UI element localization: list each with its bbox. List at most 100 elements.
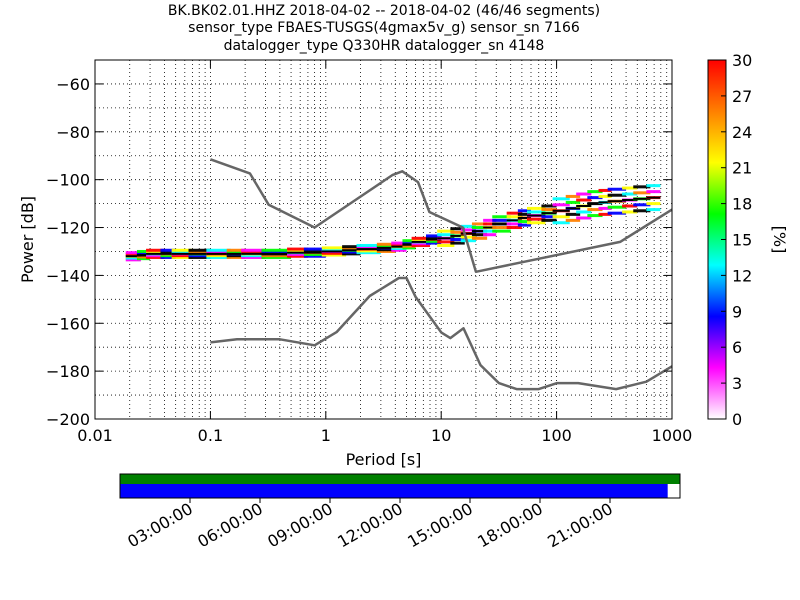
y-tick-label: −200: [46, 410, 90, 429]
heatmap-cell: [633, 197, 651, 200]
heatmap-cell: [526, 221, 546, 225]
chart-title-line-1: BK.BK02.01.HHZ 2018-04-02 -- 2018-04-02 …: [167, 3, 601, 19]
heatmap-cell: [241, 250, 266, 254]
heatmap-cell: [160, 250, 176, 254]
heatmap-cell: [483, 233, 497, 237]
heatmap-cell: [506, 226, 522, 230]
heatmap-cell: [483, 229, 497, 233]
heatmap-cell: [517, 209, 531, 213]
heatmap-cell: [587, 208, 603, 212]
heatmap-cell: [356, 249, 381, 253]
heatmap-cell: [517, 212, 531, 216]
colorbar-label: [%]: [770, 226, 789, 254]
heatmap-cell: [171, 252, 193, 255]
heatmap-cell: [206, 255, 231, 259]
coverage-bar-bottom: [120, 484, 668, 498]
heatmap-cell: [241, 254, 266, 258]
heatmap-cell: [261, 250, 292, 254]
heatmap-cell: [171, 250, 193, 254]
heatmap-cell: [206, 254, 231, 258]
heatmap-cell: [146, 254, 165, 258]
plot-frame: [94, 59, 673, 420]
heatmap-cell: [411, 238, 431, 242]
heatmap-cell: [188, 255, 211, 259]
heatmap-cell: [471, 226, 488, 230]
heatmap-cell: [646, 208, 661, 212]
heatmap-cell: [321, 250, 347, 253]
heatmap-cell: [261, 255, 292, 259]
heatmap-cell: [146, 250, 165, 254]
heatmap-cell: [287, 247, 308, 251]
heatmap-cell: [492, 222, 511, 225]
colorbar-tick-label: 30: [732, 51, 752, 70]
heatmap-cell: [598, 194, 612, 198]
heatmap-cell: [460, 235, 476, 239]
heatmap-cell: [261, 254, 292, 258]
heatmap-cell: [287, 251, 308, 254]
y-tick-label: −60: [56, 75, 90, 94]
timeline-tick-label: 12:00:00: [334, 499, 406, 551]
heatmap-cell: [492, 229, 511, 233]
heatmap-cell: [321, 253, 347, 257]
heatmap-cell: [471, 236, 488, 240]
heatmap-cell: [125, 252, 141, 256]
y-tick-label: −180: [46, 362, 90, 381]
heatmap-cell: [526, 217, 546, 221]
colorbar-tick-label: 21: [732, 159, 752, 178]
heatmap-cell: [261, 248, 292, 252]
heatmap-cell: [226, 254, 246, 258]
heatmap-cell: [125, 251, 141, 255]
heatmap-cell: [376, 244, 396, 248]
timeline-tick-label: 03:00:00: [124, 499, 196, 551]
heatmap-cell: [607, 200, 627, 203]
heatmap-cell: [261, 252, 292, 255]
heatmap-cell: [226, 255, 246, 259]
heatmap-cell: [171, 255, 193, 259]
heatmap-cell: [411, 236, 431, 240]
heatmap-cell: [622, 210, 638, 214]
heatmap-cell: [471, 233, 488, 237]
x-tick-label: 1: [321, 426, 331, 445]
heatmap-cell: [598, 212, 612, 216]
heatmap-cell: [342, 245, 361, 249]
heatmap-cell: [506, 222, 522, 226]
heatmap-cell: [450, 238, 465, 241]
x-tick-label: 1000: [652, 426, 693, 445]
heatmap-cell: [226, 248, 246, 252]
heatmap-cell: [287, 254, 308, 258]
heatmap-cell: [391, 245, 407, 248]
heatmap-cell: [517, 216, 531, 219]
heatmap-cell: [506, 211, 522, 215]
heatmap-cell: [411, 240, 431, 243]
heatmap-cell: [226, 252, 246, 255]
noise-model-line-nlnm: [210, 276, 673, 391]
heatmap-cell: [303, 254, 326, 258]
heatmap-cell: [633, 203, 651, 207]
heatmap-cell: [437, 243, 455, 247]
heatmap-cell: [492, 215, 511, 219]
heatmap-cell: [622, 192, 638, 196]
heatmap-cell: [391, 248, 407, 252]
heatmap-cell: [587, 202, 603, 205]
coverage-bar-top: [120, 474, 680, 484]
colorbar-tick-label: 18: [732, 195, 752, 214]
timeline-tick-label: 09:00:00: [264, 499, 336, 551]
heatmap-cell: [146, 255, 165, 259]
heatmap-cell: [125, 255, 141, 258]
heatmap-cell: [646, 202, 661, 206]
heatmap-cell: [426, 234, 442, 238]
heatmap-cell: [622, 186, 638, 190]
heatmap-cell: [633, 185, 651, 189]
x-tick-label: 0.01: [77, 426, 113, 445]
heatmap-cell: [633, 209, 651, 213]
y-tick-label: −100: [46, 171, 90, 190]
heatmap-cell: [136, 251, 151, 255]
heatmap-cell: [437, 229, 455, 233]
colorbar-tick-label: 0: [732, 410, 742, 429]
heatmap-cell: [342, 246, 361, 250]
heatmap-cell: [622, 199, 638, 202]
heatmap-cell: [587, 214, 603, 218]
heatmap-cell: [206, 252, 231, 255]
heatmap-cell: [576, 210, 592, 214]
